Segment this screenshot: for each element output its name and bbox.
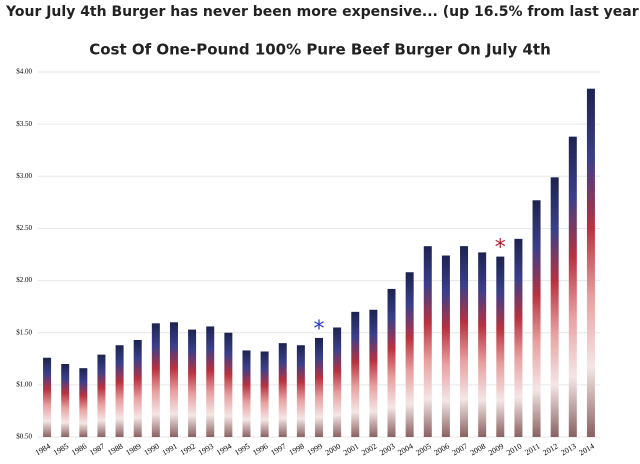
y-tick-label: $3.00 <box>16 172 32 180</box>
annotation: * <box>495 236 506 261</box>
x-tick-label: 1990 <box>142 442 160 458</box>
x-tick-label: 2004 <box>396 442 414 458</box>
x-tick-label: 2010 <box>505 442 523 458</box>
y-tick-label: $0.50 <box>16 433 32 441</box>
x-tick-label: 2008 <box>469 442 487 458</box>
x-tick-label: 2013 <box>559 442 577 458</box>
x-tick-label: 2003 <box>378 442 396 458</box>
y-tick-label: $3.50 <box>16 120 32 128</box>
bar <box>315 337 323 437</box>
x-tick-label: 1989 <box>124 442 142 458</box>
bar <box>369 309 378 437</box>
x-tick-label: 1986 <box>70 442 88 458</box>
bar <box>460 246 469 437</box>
bar <box>387 288 396 437</box>
bar <box>514 238 523 437</box>
bar <box>61 364 70 437</box>
x-tick-label: 2006 <box>432 442 450 458</box>
bar <box>260 351 269 437</box>
x-tick-label: 2002 <box>360 442 378 458</box>
x-tick-label: 1992 <box>179 442 197 458</box>
x-tick-label: 2001 <box>342 442 360 458</box>
x-tick-label: 2011 <box>523 442 541 458</box>
headline: Your July 4th Burger has never been more… <box>5 4 640 20</box>
bar <box>532 200 541 437</box>
x-tick-label: 2009 <box>487 442 505 458</box>
x-tick-label: 1987 <box>88 442 106 458</box>
x-tick-label: 1995 <box>233 442 251 458</box>
bar <box>79 368 88 437</box>
y-tick-label: $4.00 <box>16 68 32 76</box>
x-tick-label: 1984 <box>34 442 52 458</box>
bar <box>188 329 197 437</box>
x-tick-label: 1997 <box>269 442 287 458</box>
y-tick-label: $1.50 <box>16 328 32 336</box>
x-tick-label: 2012 <box>541 442 559 458</box>
bar <box>133 340 142 437</box>
x-tick-label: 2014 <box>577 442 595 458</box>
bar <box>151 323 160 437</box>
x-tick-label: 1996 <box>251 442 269 458</box>
bar <box>242 350 251 437</box>
x-tick-label: 1991 <box>161 442 179 458</box>
x-tick-label: 2005 <box>414 442 432 458</box>
bar <box>206 326 215 437</box>
bar <box>405 272 414 437</box>
bar <box>496 256 505 437</box>
bar <box>169 322 178 437</box>
bar <box>115 345 124 437</box>
bar <box>586 88 595 437</box>
bar <box>351 311 360 437</box>
annotation: * <box>314 317 325 342</box>
bar <box>478 252 487 437</box>
x-tick-label: 2007 <box>451 442 469 458</box>
y-tick-label: $2.00 <box>16 276 32 284</box>
bar <box>550 177 559 438</box>
x-tick-label: 1993 <box>197 442 215 458</box>
x-tick-label: 1988 <box>106 442 124 458</box>
x-tick-label: 1998 <box>287 442 305 458</box>
bar <box>224 332 233 437</box>
y-tick-label: $2.50 <box>16 224 32 232</box>
y-tick-label: $1.00 <box>16 380 32 388</box>
bar <box>278 343 287 437</box>
bar <box>97 354 106 437</box>
bar <box>296 345 305 437</box>
x-tick-label: 1985 <box>52 442 70 458</box>
x-tick-label: 1999 <box>306 442 324 458</box>
x-tick-label: 2000 <box>324 442 342 458</box>
bar <box>333 327 342 437</box>
bar <box>43 357 52 437</box>
x-tick-label: 1994 <box>215 442 233 458</box>
chart-title: Cost Of One-Pound 100% Pure Beef Burger … <box>89 41 551 59</box>
bar <box>441 255 450 437</box>
bar <box>568 136 577 437</box>
bar <box>423 246 432 437</box>
